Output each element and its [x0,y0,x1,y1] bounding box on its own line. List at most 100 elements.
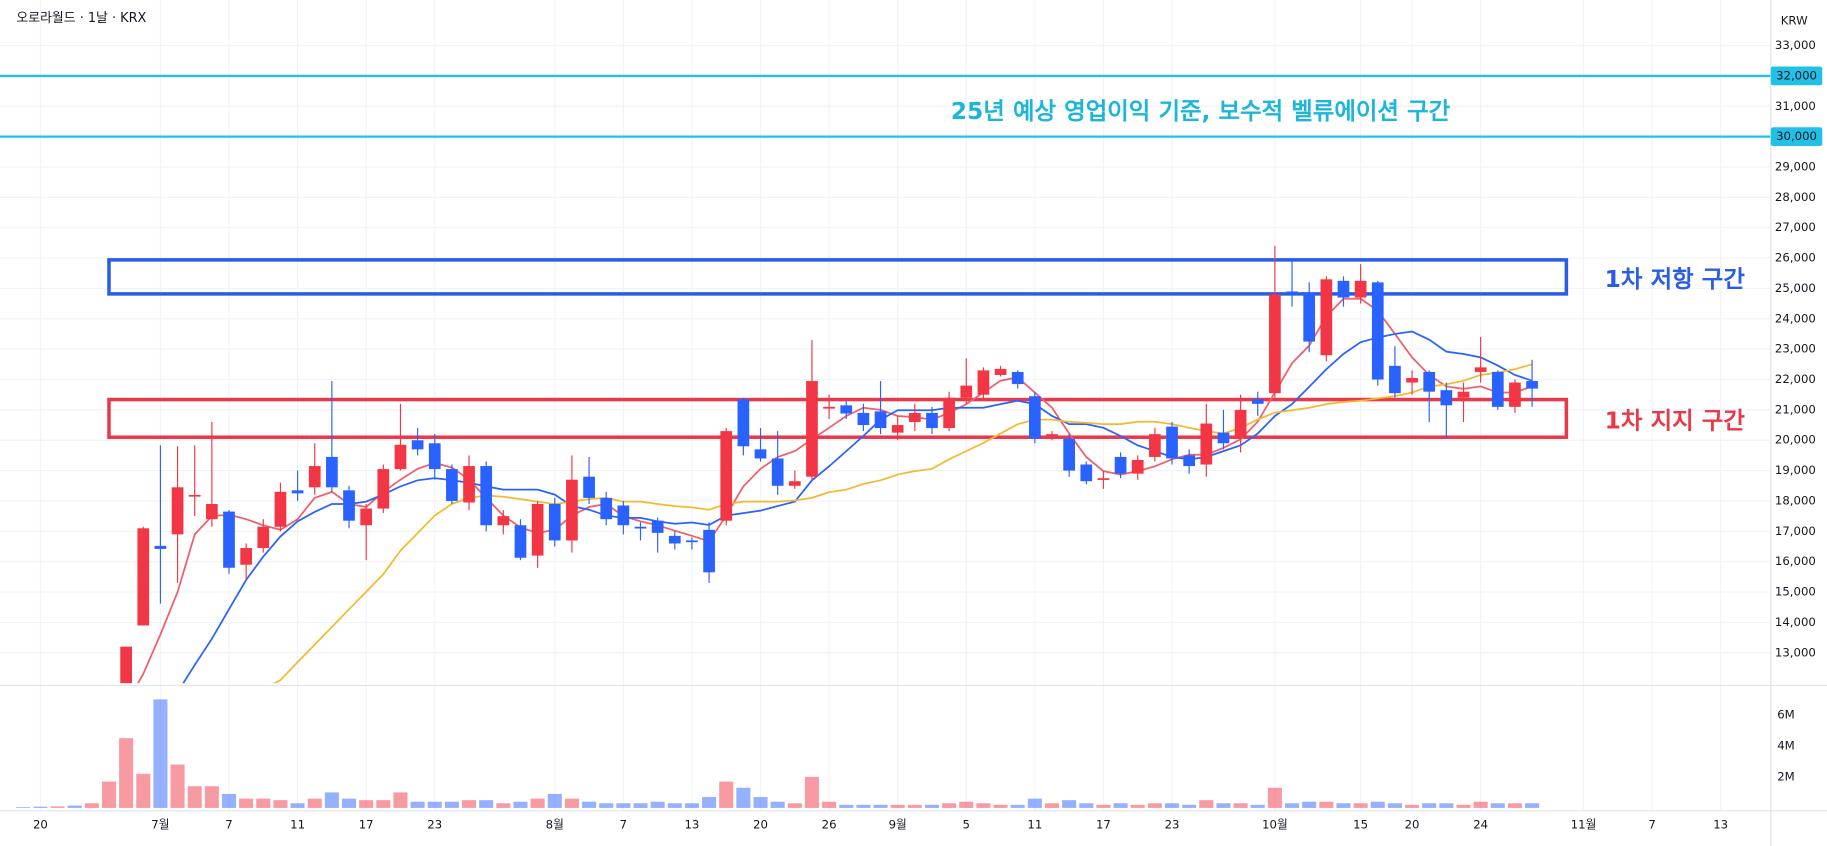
candle-body [840,405,853,414]
volume-bar [307,798,322,808]
zone-label: 1차 지지 구간 [1605,406,1746,434]
x-tick-label: 7 [620,817,627,831]
y-tick-label: 33,000 [1775,38,1816,52]
volume-bar [804,776,819,808]
x-tick-label: 23 [1165,817,1180,831]
candle-body [1063,438,1076,471]
candle-body [686,540,698,543]
zone-box [107,397,1569,439]
volume-bar [582,801,597,808]
volume-bar [359,800,374,808]
candle-body [943,397,955,429]
volume-bar [1113,803,1128,808]
y-tick-label: 15,000 [1775,585,1816,599]
candle-body [446,469,458,501]
volume-bar [256,798,271,808]
volume-bar [1439,803,1454,808]
volume-bar [1062,800,1077,808]
volume-bar [1096,804,1111,808]
volume-bar [1525,803,1540,808]
volume-bar [1353,803,1368,808]
y-tick-label: 18,000 [1775,493,1816,507]
x-tick-label: 13 [1713,817,1728,831]
x-tick-label: 20 [753,817,768,831]
moving-average [137,297,1533,684]
x-tick-label: 5 [963,817,970,831]
y-tick-label: 27,000 [1775,220,1816,234]
candle-body [566,479,578,541]
volume-bar [890,804,905,808]
volume-bar [1182,804,1197,808]
volume-bar [753,797,768,808]
candle-body [1200,423,1213,465]
volume-bar [942,803,957,808]
candle-body [634,526,647,529]
y-tick-label: 16,000 [1775,554,1816,568]
candle-body [394,444,407,470]
candle-body [1491,371,1504,407]
candle-body [874,411,887,429]
volume-bar [153,699,168,808]
volume-bar [204,786,219,808]
volume-bar [1490,803,1505,808]
candle-body [497,516,510,526]
candle-body [1320,279,1333,356]
volume-bar [839,804,854,808]
candle-body [1406,377,1418,383]
volume-bar [1044,803,1060,808]
volume-bar [136,773,151,808]
y-tick-label: 25,000 [1775,281,1816,295]
price-line-badge [1770,127,1823,146]
candle-body [377,469,390,509]
candle-body [1286,291,1298,294]
candle-body [806,381,818,477]
volume-bar [1079,803,1094,808]
candle-body [206,503,218,520]
candle-body [788,481,801,486]
candle-body [1217,432,1230,444]
volume-bar [1010,804,1025,808]
zone-label: 1차 저항 구간 [1605,265,1746,293]
candle-body [1526,381,1538,389]
volume-bar [599,803,614,808]
price-line-label: 30,000 [1776,129,1817,143]
volume-bar [924,804,940,808]
x-tick-label: 7 [225,817,232,831]
candle-body [1131,459,1144,474]
volume-bar [1027,798,1042,808]
candle-body [240,548,253,565]
volume-bar [530,798,545,808]
candle-body [1166,426,1178,459]
volume-bar [616,803,631,808]
candle-body [223,511,235,568]
volume-bar [650,801,665,808]
candle-body [1371,282,1384,380]
volume-bar [119,738,134,808]
volume-bar [16,807,31,808]
candle-body [120,646,132,684]
candle-body [1303,292,1316,342]
candle-body [1149,434,1161,457]
volume-bar [822,801,837,808]
volume-bar [101,781,117,808]
candle-body [1234,409,1247,438]
candle-body [977,370,990,395]
volume-bar [1250,804,1265,808]
chart-title: 오로라월드 · 1날 · KRX [16,11,146,26]
volume-bar [787,803,802,808]
candle-body [583,476,595,498]
y-tick-label: 13,000 [1775,645,1816,659]
candle-body [257,526,270,549]
candle-body [617,505,630,526]
x-tick-label: 11월 [1571,817,1597,831]
candle-body [171,487,184,535]
currency: KRW [1781,14,1808,28]
volume-bar [873,804,888,808]
volume-bar [770,801,785,808]
candle-body [720,431,733,521]
volume-bar [1319,801,1334,808]
candle-body [960,385,973,398]
volume-bar [702,797,717,808]
candle-body [1251,399,1264,404]
volume-bar [907,804,922,808]
